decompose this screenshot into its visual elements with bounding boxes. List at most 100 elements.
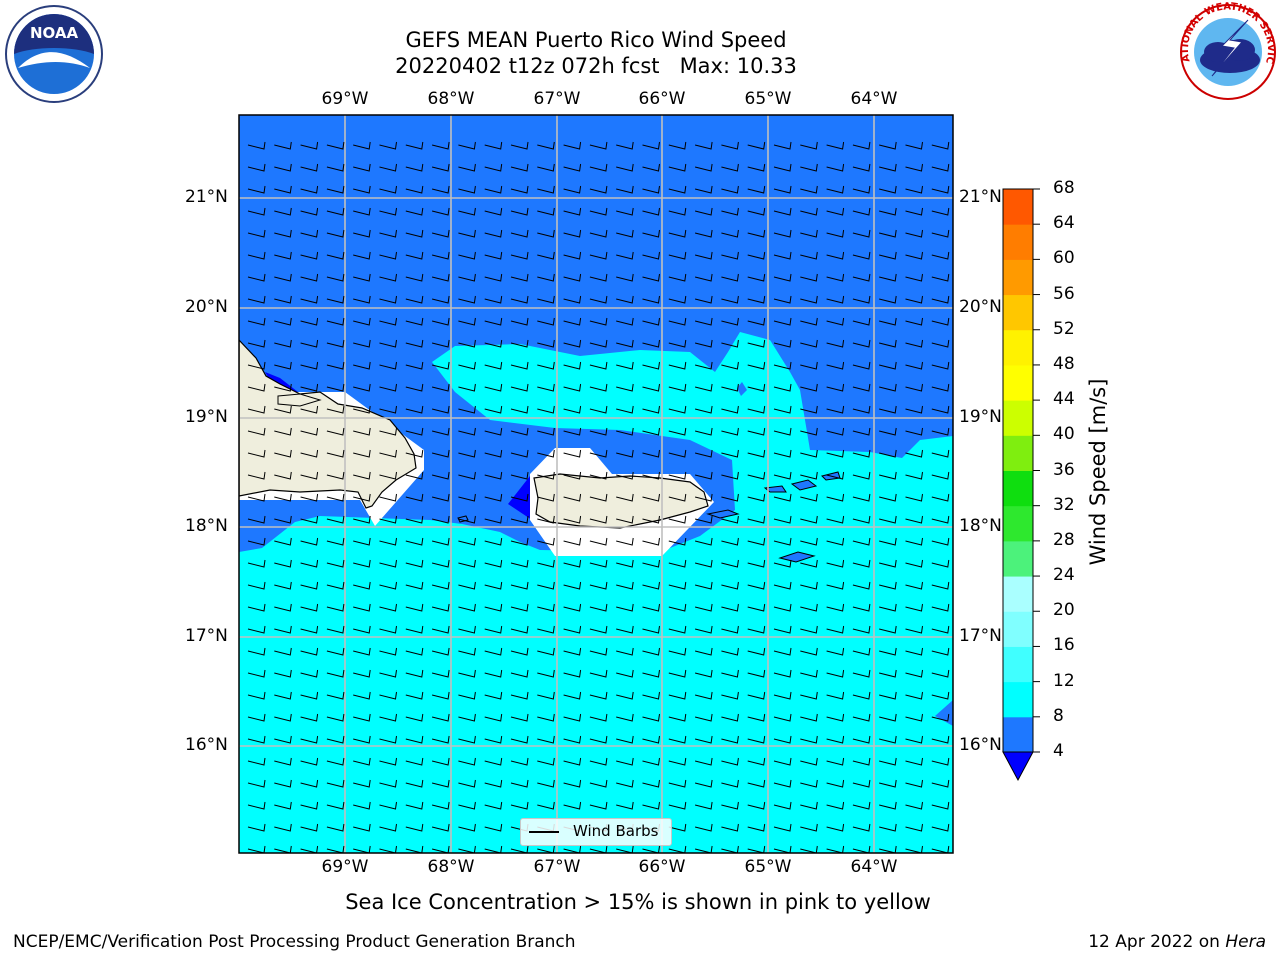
wind-barb (616, 471, 634, 480)
wind-barb (721, 493, 739, 502)
wind-barb (537, 779, 555, 788)
lon-label-top: 68°W (427, 89, 475, 109)
wind-barb (274, 251, 292, 260)
wind-barb (826, 735, 845, 744)
wind-barb (458, 317, 476, 326)
wind-barb (773, 383, 792, 392)
wind-barb (379, 735, 397, 744)
wind-barb (747, 647, 766, 656)
wind-barb (721, 317, 739, 326)
wind-barb (326, 427, 345, 436)
wind-barb (826, 669, 845, 678)
wind-barb (353, 757, 371, 766)
wind-barb (537, 603, 555, 612)
wind-barb (721, 779, 739, 788)
wind-barb (826, 823, 845, 832)
wind-barb (773, 207, 792, 216)
wind-barb (300, 603, 319, 612)
wind-barb (694, 801, 713, 810)
wind-barb (905, 845, 923, 853)
wind-barb (247, 471, 266, 480)
wind-barb (379, 317, 397, 326)
wind-barb (589, 163, 608, 172)
wind-barb (773, 295, 792, 304)
wind-barb (300, 339, 319, 348)
wind-barb (563, 691, 582, 700)
wind-barb (431, 295, 450, 304)
footer-date-text: 12 Apr 2022 on (1088, 932, 1226, 952)
wind-barb (326, 251, 345, 260)
wind-barb (510, 691, 529, 700)
wind-barb (563, 273, 582, 282)
wind-barb (510, 339, 529, 348)
wind-barb (826, 427, 845, 436)
wind-barb (668, 427, 687, 436)
wind-barb (852, 757, 871, 766)
wind-barb (353, 801, 371, 810)
wind-barb (484, 405, 503, 414)
wind-barb (747, 273, 766, 282)
wind-barb (589, 427, 608, 436)
wind-barb (589, 317, 608, 326)
wind-barb (694, 449, 713, 458)
wind-barb (300, 317, 319, 326)
wind-barb (931, 823, 950, 832)
wind-barb (694, 757, 713, 766)
wind-barb (773, 713, 792, 722)
wind-barb (537, 713, 555, 722)
colorbar-tick-label: 20 (1053, 600, 1075, 621)
wind-barb (326, 647, 345, 656)
wind-barb (616, 581, 634, 590)
wind-barb (721, 559, 739, 568)
wind-barb (563, 317, 582, 326)
wind-barb (563, 185, 582, 194)
wind-barb (616, 141, 634, 150)
wind-barb (274, 471, 292, 480)
wind-barb (274, 427, 292, 436)
wind-barb (879, 207, 897, 216)
wind-barb (326, 493, 345, 502)
wind-barb (642, 559, 660, 568)
wind-barb (694, 845, 713, 853)
wind-barb (589, 691, 608, 700)
wind-barb (800, 559, 818, 568)
wind-barb (852, 361, 871, 370)
wind-barb (510, 625, 529, 634)
wind-barb (326, 625, 345, 634)
wind-barb (642, 229, 660, 238)
wind-barb (247, 339, 266, 348)
wind-barb (274, 537, 292, 546)
wind-barb (274, 559, 292, 568)
wind-barb (247, 141, 266, 150)
wind-barb (747, 229, 766, 238)
lat-label-left: 18°N (185, 516, 228, 536)
wind-barb (353, 141, 371, 150)
wind-barb (773, 427, 792, 436)
wind-barb (563, 471, 582, 480)
wind-barb (800, 427, 818, 436)
wind-barb (563, 625, 582, 634)
wind-barb (589, 537, 608, 546)
wind-barb (721, 713, 739, 722)
wind-barb (747, 427, 766, 436)
wind-barb (800, 449, 818, 458)
wind-barb (905, 339, 923, 348)
lat-label-left: 16°N (185, 735, 228, 755)
wind-barb (405, 779, 424, 788)
wind-barb (747, 603, 766, 612)
wind-barb (616, 559, 634, 568)
wind-barb (879, 317, 897, 326)
wind-barb (274, 185, 292, 194)
wind-barb (668, 493, 687, 502)
wind-barb (747, 537, 766, 546)
wind-barb (537, 559, 555, 568)
wind-barb (379, 691, 397, 700)
wind-barb (405, 339, 424, 348)
wind-barb (300, 537, 319, 546)
wind-barb (852, 339, 871, 348)
wind-barb (274, 625, 292, 634)
wind-barb (905, 273, 923, 282)
wind-barb (300, 691, 319, 700)
wind-barb (931, 427, 950, 436)
wind-barb (379, 273, 397, 282)
